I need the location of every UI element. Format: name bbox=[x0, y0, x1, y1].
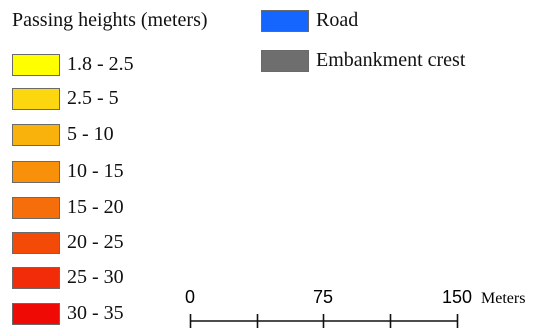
legend-label: Embankment crest bbox=[316, 49, 466, 71]
legend-item-1-8-2-5: 1.8 - 2.5 bbox=[12, 53, 134, 76]
legend-label: 30 - 35 bbox=[67, 302, 124, 324]
legend-swatch bbox=[12, 160, 60, 183]
legend-item-25-30: 25 - 30 bbox=[12, 266, 124, 289]
legend-swatch bbox=[12, 266, 60, 289]
legend-label: 20 - 25 bbox=[67, 231, 124, 253]
legend-label: Road bbox=[316, 9, 359, 31]
legend-label: 5 - 10 bbox=[67, 123, 114, 145]
legend-label: 2.5 - 5 bbox=[67, 87, 119, 109]
legend-item-5-10: 5 - 10 bbox=[12, 123, 114, 146]
legend-swatch bbox=[12, 53, 60, 76]
legend-item-30-35: 30 - 35 bbox=[12, 302, 124, 325]
legend-swatch bbox=[12, 196, 60, 219]
legend-title: Passing heights (meters) bbox=[12, 9, 208, 31]
legend-item-road: Road bbox=[261, 9, 358, 32]
legend-item-15-20: 15 - 20 bbox=[12, 196, 124, 219]
legend-swatch bbox=[261, 9, 309, 32]
legend-item-embankment-crest: Embankment crest bbox=[261, 49, 465, 72]
legend-label: 1.8 - 2.5 bbox=[67, 53, 134, 75]
legend-swatch bbox=[261, 49, 309, 72]
scale-unit: Meters bbox=[481, 290, 525, 307]
scale-label-0: 0 bbox=[185, 287, 195, 307]
legend-item-2-5-5: 2.5 - 5 bbox=[12, 87, 119, 110]
legend-swatch bbox=[12, 302, 60, 325]
legend-label: 10 - 15 bbox=[67, 160, 124, 182]
legend-item-20-25: 20 - 25 bbox=[12, 231, 124, 254]
legend-label: 25 - 30 bbox=[67, 266, 124, 288]
scale-label-150: 150 bbox=[442, 287, 472, 307]
legend-swatch bbox=[12, 231, 60, 254]
legend-swatch bbox=[12, 87, 60, 110]
legend-swatch bbox=[12, 123, 60, 146]
scale-label-75: 75 bbox=[313, 287, 333, 307]
legend-item-10-15: 10 - 15 bbox=[12, 160, 124, 183]
legend-label: 15 - 20 bbox=[67, 196, 124, 218]
